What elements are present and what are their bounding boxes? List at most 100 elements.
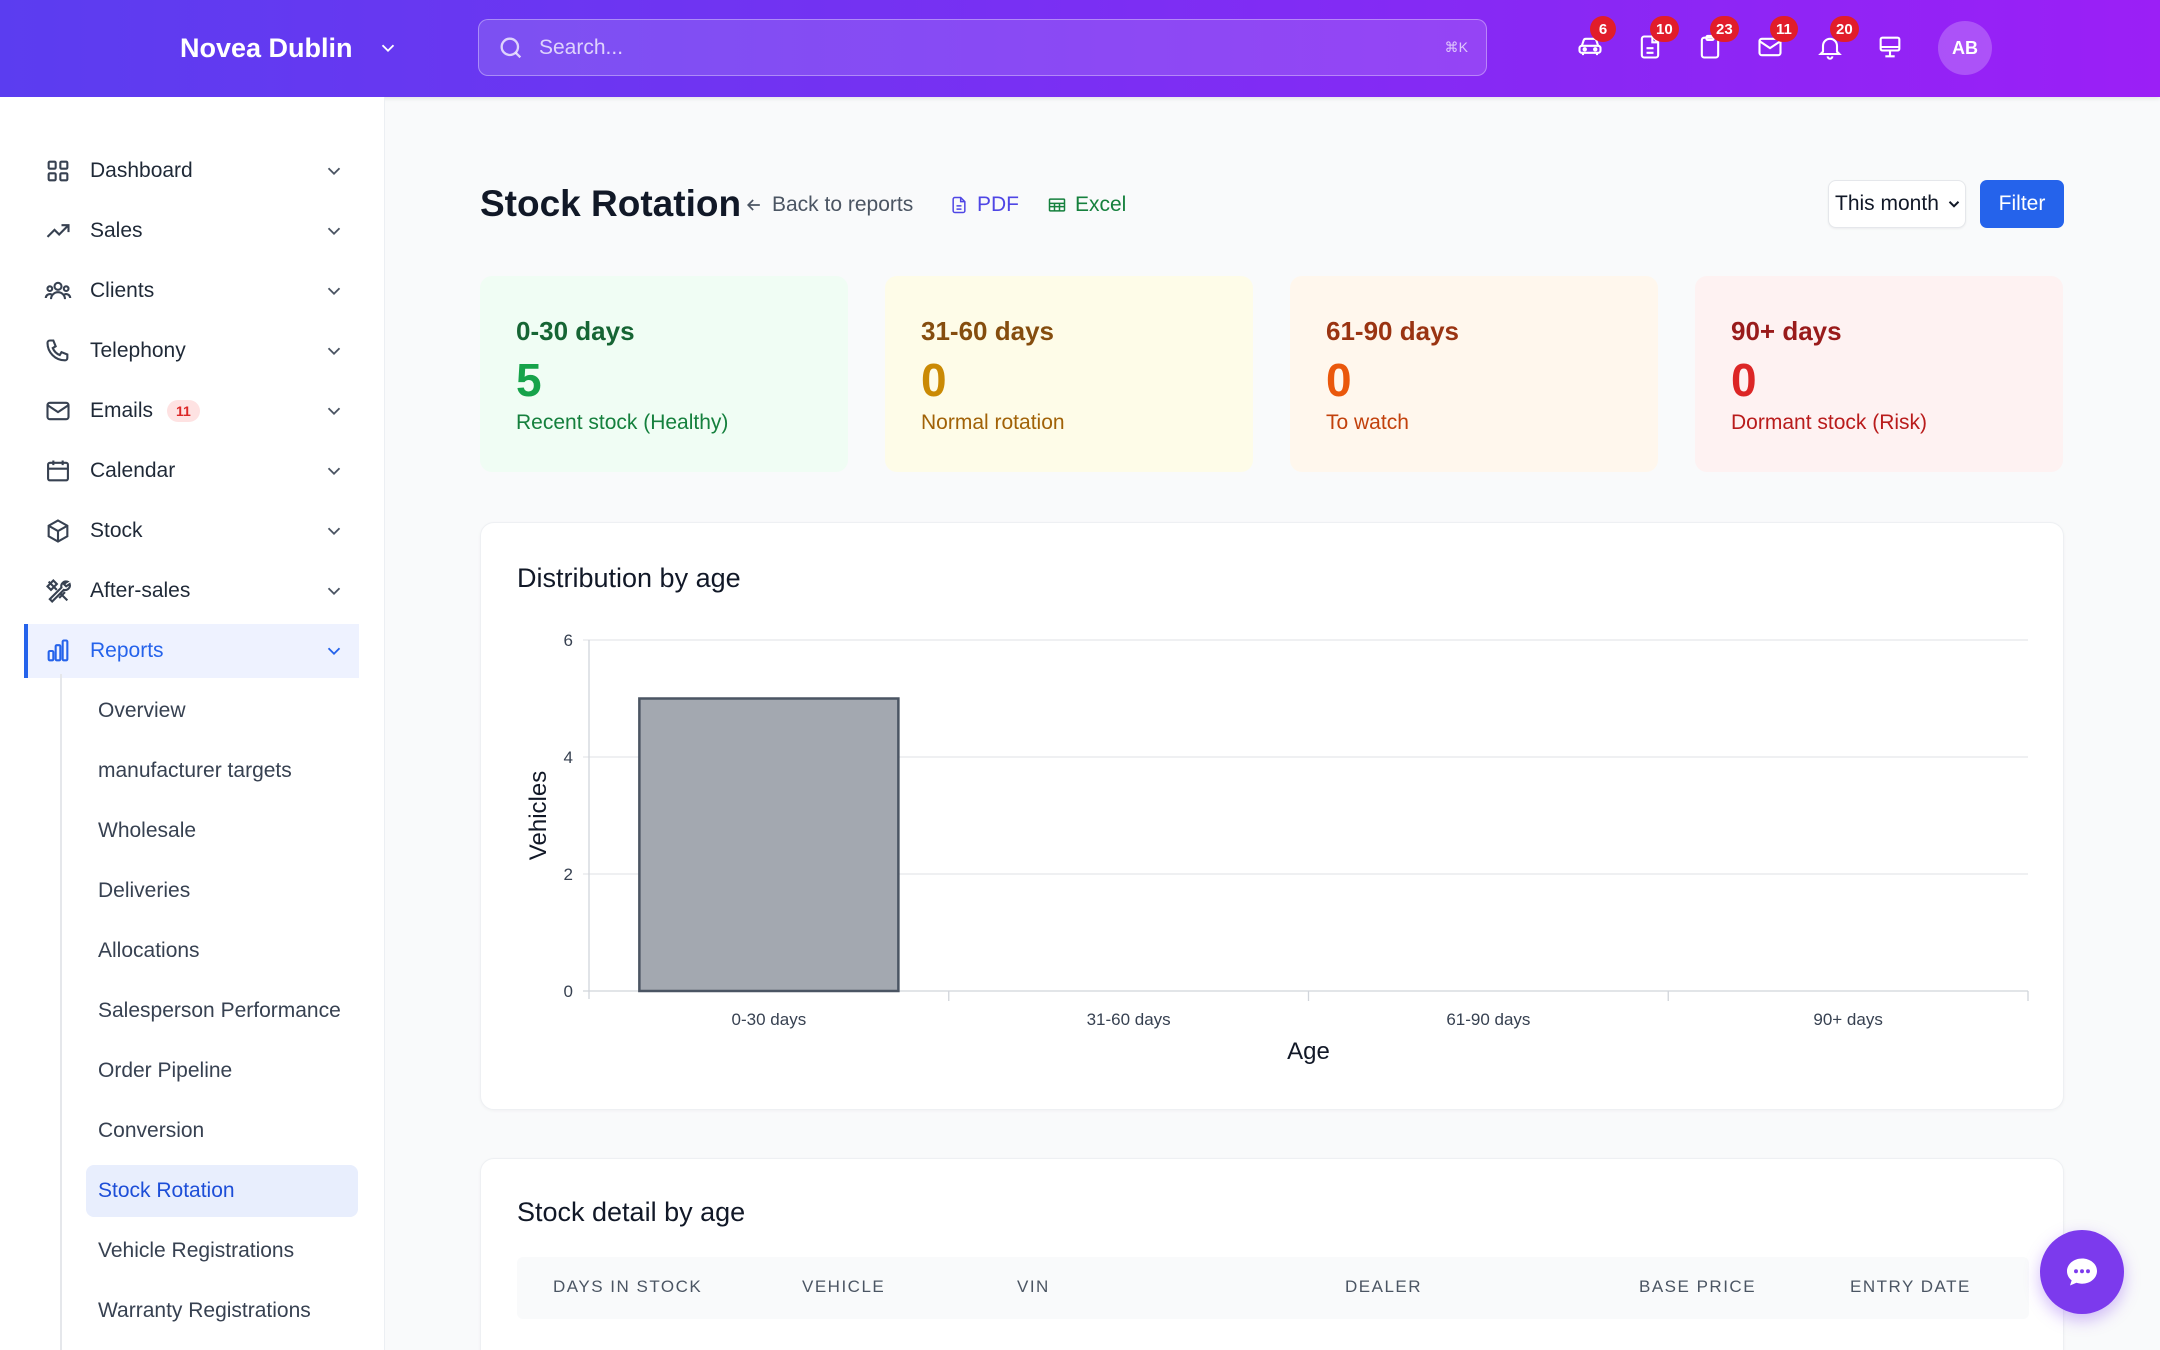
monitor-icon <box>1879 36 1901 58</box>
card-label: 90+ days <box>1731 316 1842 346</box>
chevron-down-icon <box>327 587 341 596</box>
back-to-reports-link[interactable]: Back to reports <box>744 189 913 221</box>
summary-card-31-60: 31-60 days 0 Normal rotation <box>885 276 1253 472</box>
pdf-export-link[interactable]: PDF <box>949 189 1019 221</box>
card-value: 0 <box>921 354 947 406</box>
search-box[interactable]: ⌘K <box>478 19 1487 76</box>
sidebar-item-clients[interactable]: Clients <box>24 264 359 318</box>
chat-button[interactable] <box>2040 1230 2124 1314</box>
report-link-salesperson-performance[interactable]: Salesperson Performance <box>98 999 341 1022</box>
period-select[interactable]: This month <box>1828 180 1966 228</box>
column-header-days-in-stock: DAYS IN STOCK <box>553 1277 703 1296</box>
emails-count-badge: 11 <box>167 400 200 422</box>
sidebar-item-reports[interactable]: Reports <box>24 624 359 678</box>
submenu-guide-line <box>60 674 62 1350</box>
sidebar-item-sales[interactable]: Sales <box>24 204 359 258</box>
notification-badge: 23 <box>1710 16 1739 42</box>
chevron-down-icon <box>381 44 394 53</box>
monitor-icon-button[interactable] <box>1872 29 1908 65</box>
report-link-allocations[interactable]: Allocations <box>98 939 200 962</box>
table-icon <box>1048 198 1066 212</box>
document-icon <box>952 196 966 214</box>
document-icon <box>1640 35 1660 59</box>
report-link-overview[interactable]: Overview <box>98 699 186 722</box>
card-caption: To watch <box>1326 411 1409 434</box>
pdf-link-label: PDF <box>977 193 1019 216</box>
column-header-entry-date: ENTRY DATE <box>1850 1277 1971 1296</box>
dealer-switcher[interactable]: Novea Dublin <box>180 28 399 68</box>
sidebar-item-telephony[interactable]: Telephony <box>24 324 359 378</box>
notification-badge: 6 <box>1590 16 1616 42</box>
car-icon-button[interactable]: 6 <box>1572 16 1616 65</box>
tools-icon <box>44 577 72 605</box>
y-axis-label: Vehicles <box>525 771 552 860</box>
distribution-panel: Distribution by age 0 2 4 6 0-30 days 31-60 d… <box>480 522 2064 1110</box>
sidebar-item-label: Telephony <box>90 339 186 362</box>
chevron-down-icon <box>327 407 341 416</box>
box-icon <box>44 517 72 545</box>
sidebar-item-label: Reports <box>90 639 164 662</box>
document-icon-button[interactable]: 10 <box>1632 16 1679 65</box>
column-header-base-price: BASE PRICE <box>1639 1277 1757 1296</box>
period-select-value: This month <box>1835 192 1939 215</box>
stock-detail-panel: Stock detail by age DAYS IN STOCK VEHICL… <box>480 1158 2064 1350</box>
sidebar-item-label: Calendar <box>90 459 176 482</box>
phone-icon <box>44 337 72 365</box>
x-tick-label: 31-60 days <box>1087 1010 1171 1029</box>
sidebar-item-after-sales[interactable]: After-sales <box>24 564 359 618</box>
chevron-down-icon <box>327 167 341 176</box>
card-label: 31-60 days <box>921 316 1054 346</box>
x-axis-label: Age <box>1287 1038 1330 1065</box>
x-tick-label: 90+ days <box>1813 1010 1882 1029</box>
back-link-label: Back to reports <box>772 193 914 216</box>
chevron-down-icon <box>327 527 341 536</box>
chevron-down-icon <box>327 227 341 236</box>
page-title: Stock Rotation <box>480 183 742 224</box>
notification-badge: 11 <box>1770 16 1798 42</box>
user-avatar[interactable]: AB <box>1938 21 1992 75</box>
report-link-conversion[interactable]: Conversion <box>98 1119 205 1142</box>
report-link-stock-rotation[interactable]: Stock Rotation <box>86 1165 358 1217</box>
bar-chart-icon <box>44 637 72 665</box>
filter-button[interactable]: Filter <box>1980 180 2064 228</box>
sidebar-item-stock[interactable]: Stock <box>24 504 359 558</box>
excel-link-label: Excel <box>1075 193 1127 216</box>
chevron-down-icon <box>327 287 341 296</box>
report-link-order-pipeline[interactable]: Order Pipeline <box>98 1059 233 1082</box>
report-link-manufacturer-targets[interactable]: manufacturer targets <box>98 759 292 782</box>
x-tick-label: 0-30 days <box>732 1010 807 1029</box>
sidebar-item-emails[interactable]: Emails 11 <box>24 384 359 438</box>
report-link-deliveries[interactable]: Deliveries <box>98 879 191 902</box>
clipboard-icon-button[interactable]: 23 <box>1692 16 1739 65</box>
report-link-vehicle-registrations[interactable]: Vehicle Registrations <box>98 1239 295 1262</box>
calendar-icon <box>44 457 72 485</box>
mail-icon <box>1758 37 1782 57</box>
card-label: 61-90 days <box>1326 316 1459 346</box>
sidebar-item-label: Clients <box>90 279 155 302</box>
y-tick-label: 2 <box>564 865 573 884</box>
sidebar-item-dashboard[interactable]: Dashboard <box>24 144 359 198</box>
excel-export-link[interactable]: Excel <box>1047 189 1126 221</box>
report-link-wholesale[interactable]: Wholesale <box>98 819 197 842</box>
summary-card-61-90: 61-90 days 0 To watch <box>1290 276 1658 472</box>
sidebar-item-calendar[interactable]: Calendar <box>24 444 359 498</box>
sidebar: Dashboard Sales Clients Telephony Emails… <box>0 97 385 1350</box>
stock-detail-title: Stock detail by age <box>517 1197 746 1227</box>
chat-bubble-icon <box>2067 1258 2097 1286</box>
column-header-vin: VIN <box>1017 1277 1050 1296</box>
mail-icon-button[interactable]: 11 <box>1752 16 1798 65</box>
sidebar-item-label: Stock <box>90 519 143 542</box>
y-tick-label: 4 <box>564 748 573 767</box>
brand-name: Novea Dublin <box>180 32 353 63</box>
top-bar: Novea Dublin ⌘K 6 10 23 11 20 AB <box>0 0 2160 97</box>
sidebar-item-label: Sales <box>90 219 143 242</box>
chevron-down-icon <box>327 647 341 656</box>
column-header-dealer: DEALER <box>1345 1277 1423 1296</box>
search-shortcut: ⌘K <box>1444 39 1468 55</box>
bell-icon-button[interactable]: 20 <box>1812 16 1859 65</box>
distribution-chart: 0 2 4 6 0-30 days 31-60 days 61-90 days 90+ day… <box>525 631 2029 1065</box>
search-input[interactable] <box>539 35 1445 60</box>
search-icon <box>500 37 522 58</box>
sidebar-item-label: After-sales <box>90 579 191 602</box>
report-link-warranty-registrations[interactable]: Warranty Registrations <box>98 1299 311 1322</box>
